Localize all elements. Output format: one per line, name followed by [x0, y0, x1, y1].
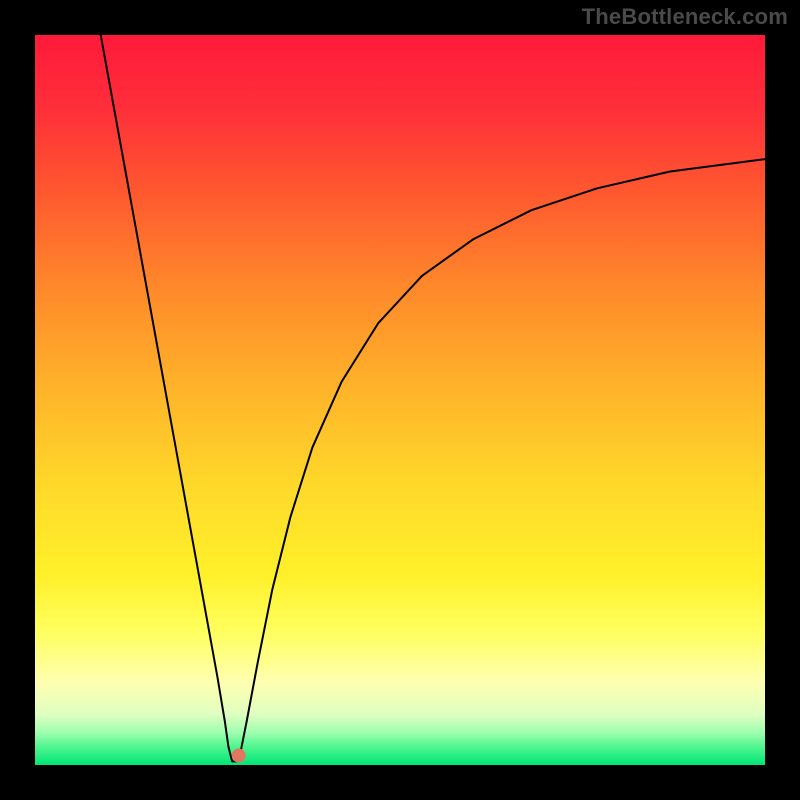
- watermark-text: TheBottleneck.com: [582, 4, 788, 30]
- plot-background: [35, 35, 765, 765]
- plot-svg: [0, 0, 800, 800]
- optimal-point-marker: [232, 749, 246, 763]
- figure-stage: TheBottleneck.com: [0, 0, 800, 800]
